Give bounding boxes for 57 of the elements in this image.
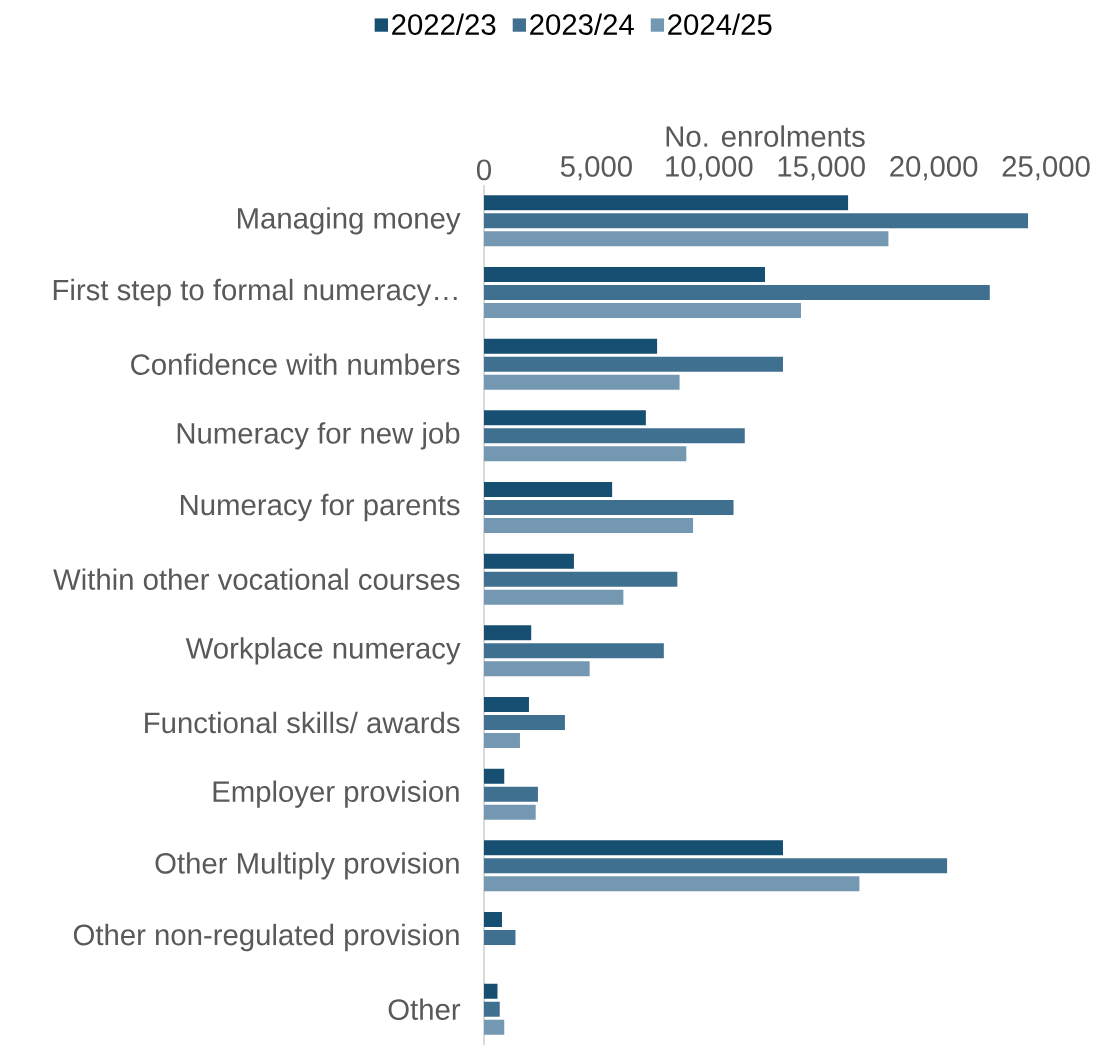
bar (484, 930, 516, 946)
bar (484, 571, 678, 587)
bar (484, 500, 734, 515)
y-tick-label: Managing money (238, 207, 461, 235)
bar (484, 213, 1029, 229)
y-tick-label: Other (388, 998, 461, 1020)
x-tick-label: 0 (476, 159, 492, 181)
bar (484, 858, 948, 874)
bar (484, 231, 889, 247)
x-tick-label: 10,000 (666, 156, 753, 181)
x-axis-title: No. enrolments (666, 125, 865, 147)
y-tick-label: Confidence with numbers (131, 353, 460, 375)
bar (484, 804, 536, 820)
bar (484, 715, 565, 730)
bar (484, 589, 624, 605)
legend-label: 2024/25 (668, 13, 772, 35)
bar (484, 983, 498, 999)
bar (484, 840, 783, 856)
bar (484, 195, 849, 211)
bar (484, 786, 538, 802)
bar (484, 912, 502, 928)
legend-label: 2023/24 (530, 13, 634, 35)
y-tick-label: Numeracy for new job (177, 422, 460, 450)
bar (484, 1019, 505, 1035)
y-tick-label: First step to formal numeracy… (53, 278, 457, 307)
legend-label: 2022/23 (392, 13, 496, 35)
bar (484, 518, 694, 533)
bar (484, 356, 783, 372)
bar (484, 1001, 500, 1017)
bar (484, 410, 646, 426)
y-tick-label: Functional skills/ awards (145, 711, 460, 734)
bar (484, 303, 801, 318)
bar (484, 643, 664, 659)
bar (484, 482, 613, 497)
bar (484, 428, 745, 444)
bar (484, 446, 687, 462)
x-tick-label: 5,000 (560, 156, 632, 181)
bar (484, 374, 680, 390)
y-tick-label: Employer provision (213, 780, 459, 808)
bar (484, 338, 658, 354)
bar (484, 768, 505, 784)
bar (484, 661, 590, 677)
y-tick-label: Other Multiply provision (155, 852, 459, 880)
bar (484, 267, 766, 282)
bar (484, 553, 574, 569)
bar (484, 876, 860, 892)
bar (484, 697, 529, 712)
x-tick-label: 25,000 (1002, 156, 1090, 181)
y-tick-label: Other non-regulated provision (73, 923, 459, 952)
x-tick-label: 15,000 (778, 156, 865, 181)
y-tick-label: Workplace numeracy (185, 637, 461, 665)
x-tick-label: 20,000 (890, 156, 978, 181)
y-tick-label: Numeracy for parents (180, 493, 460, 522)
bar (484, 625, 532, 641)
y-tick-label: Within other vocational courses (53, 568, 460, 590)
bar (484, 733, 520, 748)
bar (484, 285, 990, 300)
